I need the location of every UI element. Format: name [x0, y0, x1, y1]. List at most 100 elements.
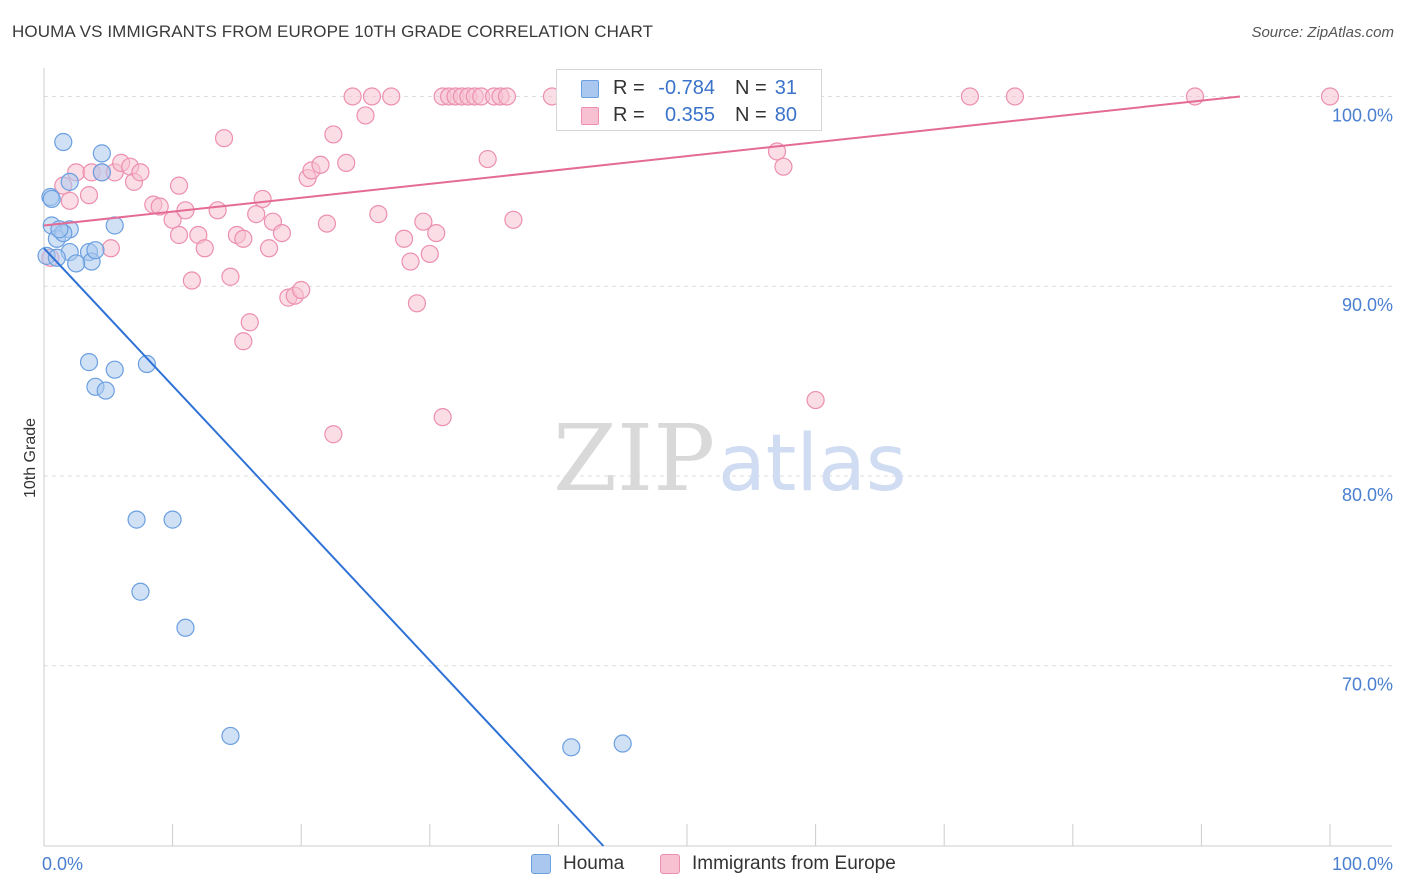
- europe-point: [259, 239, 279, 258]
- r-label: R =: [613, 77, 645, 99]
- europe-point: [427, 223, 446, 243]
- europe-point: [433, 408, 452, 427]
- y-tick-label: 70.0%: [1342, 675, 1393, 695]
- y-tick-label: 90.0%: [1342, 295, 1393, 315]
- houma-point: [92, 163, 111, 182]
- houma-legend-label: Houma: [563, 853, 625, 874]
- europe-swatch: [581, 107, 599, 125]
- europe-point: [79, 186, 99, 205]
- europe-point: [240, 313, 259, 332]
- europe-point: [169, 225, 189, 245]
- houma-point: [163, 510, 182, 529]
- houma-point: [79, 353, 99, 372]
- houma-point: [67, 254, 86, 273]
- houma-point: [105, 216, 124, 235]
- axes: [43, 68, 1392, 847]
- legend-row-houma: R = -0.784 N = 31: [557, 75, 821, 103]
- europe-point: [343, 87, 362, 106]
- europe-point: [369, 205, 388, 224]
- tick-labels: 70.0% 80.0% 90.0% 100.0% 0.0% 100.0%: [42, 105, 1393, 874]
- houma-point: [127, 510, 146, 529]
- europe-point: [420, 244, 439, 264]
- x-tick-label-min: 0.0%: [42, 854, 83, 874]
- houma-point: [60, 172, 79, 191]
- europe-point: [60, 191, 79, 210]
- europe-point: [195, 239, 214, 258]
- europe-point: [407, 294, 427, 313]
- houma-legend-swatch: [531, 854, 551, 874]
- europe-point: [414, 212, 433, 231]
- r-label: R =: [613, 104, 645, 126]
- europe-point: [1320, 87, 1340, 106]
- europe-point: [150, 197, 169, 216]
- legend-row-europe: R = 0.355 N = 80: [557, 102, 821, 130]
- houma-point: [47, 248, 66, 267]
- europe-point: [317, 214, 337, 233]
- europe-point: [394, 229, 414, 248]
- houma-point: [96, 381, 115, 400]
- europe-point: [234, 229, 253, 248]
- x-tick-label-max: 100.0%: [1332, 854, 1393, 874]
- y-tick-label: 100.0%: [1332, 105, 1393, 125]
- houma-point: [42, 189, 61, 209]
- europe-point: [1005, 87, 1025, 106]
- europe-legend-swatch: [660, 854, 680, 874]
- houma-point: [221, 726, 240, 746]
- europe-point: [101, 239, 120, 258]
- europe-point: [382, 87, 401, 106]
- europe-point: [234, 332, 253, 351]
- houma-point: [562, 738, 581, 757]
- houma-point: [105, 360, 124, 379]
- houma-point: [92, 144, 111, 163]
- europe-point: [324, 425, 343, 444]
- europe-point: [169, 176, 189, 195]
- r-value: 0.355: [664, 104, 715, 126]
- europe-point: [253, 189, 272, 209]
- europe-point: [337, 153, 356, 172]
- houma-point: [137, 354, 156, 374]
- europe-legend-label: Immigrants from Europe: [692, 853, 896, 874]
- houma-point: [131, 582, 150, 601]
- europe-point: [497, 87, 517, 106]
- chart-title: HOUMA VS IMMIGRANTS FROM EUROPE 10TH GRA…: [12, 22, 654, 41]
- europe-point: [311, 155, 330, 174]
- gridlines: [44, 95, 1392, 667]
- trend-lines: [43, 95, 1241, 847]
- series-houma-points: [37, 132, 632, 757]
- r-value: -0.784: [658, 77, 715, 99]
- europe-point: [774, 157, 793, 176]
- n-value: 31: [774, 77, 797, 99]
- y-tick-label: 80.0%: [1342, 485, 1393, 505]
- n-label: N =: [735, 77, 767, 99]
- y-axis-label: 10th Grade: [22, 418, 39, 498]
- europe-point: [131, 163, 150, 182]
- europe-point: [356, 106, 375, 125]
- europe-point: [806, 390, 825, 410]
- houma-point: [86, 241, 105, 260]
- europe-point: [504, 210, 523, 229]
- europe-point: [324, 125, 343, 144]
- europe-point: [478, 149, 497, 169]
- source-credit: Source: ZipAtlas.com: [1251, 24, 1394, 41]
- houma-point: [613, 734, 632, 753]
- europe-point: [272, 223, 292, 243]
- series-europe-points: [41, 87, 1340, 444]
- europe-point: [292, 280, 311, 300]
- europe-point: [208, 201, 227, 220]
- houma-trend-line: [43, 247, 605, 847]
- europe-point: [362, 87, 382, 106]
- watermark: ZIP atlas: [553, 405, 907, 512]
- europe-point: [214, 129, 234, 148]
- europe-point: [401, 252, 420, 271]
- europe-point: [221, 267, 240, 286]
- houma-point: [176, 618, 195, 637]
- europe-point: [182, 271, 201, 290]
- n-label: N =: [735, 104, 767, 126]
- europe-point: [960, 87, 980, 106]
- houma-point: [54, 132, 73, 152]
- watermark-atlas: atlas: [718, 419, 907, 509]
- stats-legend: R = -0.784 N = 31 R = 0.355 N = 80: [556, 69, 822, 131]
- houma-swatch: [581, 80, 599, 98]
- europe-point: [247, 205, 266, 224]
